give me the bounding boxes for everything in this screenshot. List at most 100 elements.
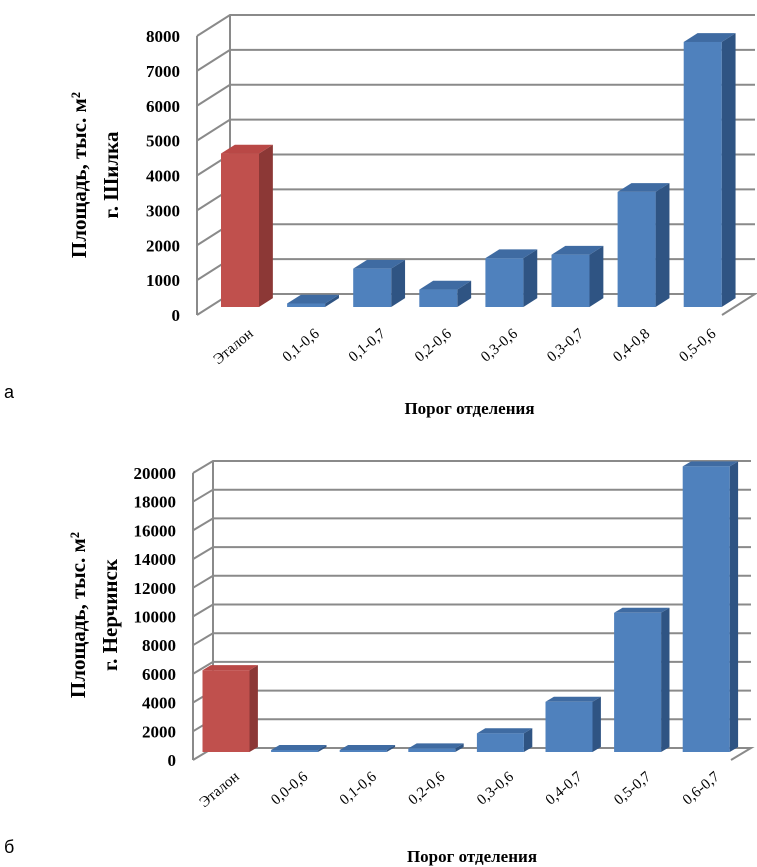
gridline (192, 517, 751, 532)
bar-top (353, 259, 406, 269)
bar-0 (202, 665, 258, 752)
gridline (196, 14, 755, 37)
x-tick-label: 0,2-0,6 (412, 325, 455, 365)
bar-front (682, 466, 730, 752)
bar-top (202, 665, 258, 671)
bar-front (408, 748, 456, 752)
bar-4 (476, 728, 533, 752)
x-tick-label: 0,4-0,7 (543, 768, 586, 808)
chart-a-shilka: 0 1000 2000 3000 4000 5000 6000 7000 8000 Эталон 0… (4, 14, 757, 418)
bar-top (614, 607, 670, 613)
y-tick-label: 6000 (142, 665, 176, 684)
x-tick-label: 0,1-0,6 (337, 768, 380, 808)
bar-side (318, 744, 327, 752)
y-axis-title-line1: Площадь, тыс. м² (66, 532, 90, 698)
bar-5 (551, 245, 604, 307)
bar-front (614, 612, 662, 752)
bar-top (339, 744, 396, 750)
y-tick-label: 16000 (134, 521, 177, 540)
x-tick-label: 0,3-0,6 (478, 325, 521, 365)
bar-front (353, 268, 392, 307)
y-tick-label: 4000 (142, 694, 176, 713)
bar-top (545, 696, 601, 702)
gridline (196, 118, 755, 142)
x-axis-title: Порог отделения (407, 847, 537, 866)
bar-front (551, 254, 590, 307)
panel-label: б (4, 837, 14, 857)
y-tick-label: 12000 (134, 579, 177, 598)
bar-top (682, 461, 739, 467)
gridline (196, 188, 755, 212)
bar-front (419, 289, 458, 307)
bar-front (545, 701, 593, 752)
gridline (196, 258, 755, 281)
x-tick-label: Эталон (211, 326, 257, 368)
bar-7 (683, 33, 736, 307)
bar-side (249, 665, 258, 752)
y-tick-label: 3000 (146, 201, 180, 220)
bar-3 (419, 280, 472, 307)
bar-6 (617, 183, 670, 307)
bar-top (617, 183, 670, 192)
bar-side (655, 183, 670, 307)
y-axis-title-line2: г. Шилка (99, 131, 123, 218)
bar-top (408, 743, 464, 749)
bar-side (325, 294, 339, 307)
bar-side (592, 696, 601, 752)
x-tick-label: 0,3-0,6 (474, 768, 517, 808)
x-tick-label: 0,0-0,6 (268, 768, 311, 808)
bar-front (271, 750, 319, 752)
bar-top (287, 294, 339, 304)
y-axis-title-line1: Площадь, тыс. м² (67, 92, 91, 258)
y-tick-label: 7000 (146, 62, 180, 81)
bar-2 (353, 259, 406, 307)
gridline (192, 460, 751, 474)
y-tick-label: 2000 (146, 236, 180, 255)
bar-front (221, 153, 259, 307)
x-tick-label: 0,3-0,7 (544, 325, 587, 365)
x-tick-label: Эталон (197, 769, 243, 811)
bar-front (683, 41, 722, 307)
y-tick-label: 8000 (142, 636, 176, 655)
bar-front (476, 733, 524, 752)
bar-2 (339, 744, 396, 752)
bar-0 (221, 144, 273, 307)
bar-side (721, 33, 736, 307)
x-tick-label: 0,4-0,8 (610, 326, 653, 366)
y-tick-label: 1000 (146, 271, 180, 290)
panel-label: а (4, 382, 15, 402)
bar-top (271, 744, 327, 750)
bar-3 (408, 743, 464, 752)
bar-4 (485, 249, 538, 307)
x-tick-label: 0,5-0,6 (676, 325, 719, 365)
x-tick-label: 0,1-0,7 (346, 325, 389, 365)
bar-front (485, 258, 524, 307)
y-tick-label: 10000 (134, 608, 177, 627)
y-tick-label: 0 (172, 306, 181, 325)
gridline (192, 632, 751, 647)
gridline (192, 574, 751, 589)
bar-side (455, 743, 464, 752)
bar-front (287, 303, 326, 307)
bar-top (551, 245, 604, 255)
y-tick-label: 6000 (146, 97, 180, 116)
bar-side (729, 461, 739, 752)
y-tick-label: 0 (168, 751, 177, 770)
x-tick-label: 0,2-0,6 (406, 768, 449, 808)
x-tick-label: 0,6-0,7 (680, 768, 723, 808)
bar-front (339, 750, 387, 752)
gridline (196, 83, 755, 107)
y-axis-title-line2: г. Нерчинск (98, 558, 122, 671)
bar-side (259, 144, 273, 307)
bar-side (523, 249, 538, 307)
y-tick-label: 14000 (134, 550, 177, 569)
gridline (192, 546, 751, 560)
bar-1 (271, 744, 327, 752)
gridline (192, 660, 751, 675)
bar-top (476, 728, 533, 734)
gridline (192, 603, 751, 618)
bar-top (485, 249, 538, 259)
bar-side (523, 728, 533, 752)
bar-side (391, 259, 406, 307)
